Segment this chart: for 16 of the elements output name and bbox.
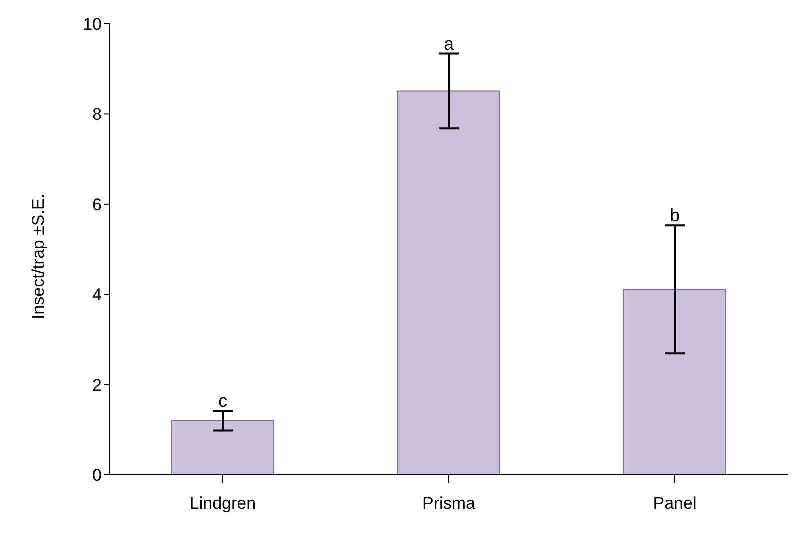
y-tick-label: 4 <box>92 286 102 305</box>
bar <box>624 289 726 475</box>
x-tick-label: Prisma <box>422 494 476 514</box>
bar <box>398 90 500 475</box>
annotation: b <box>670 206 680 226</box>
bar <box>172 420 274 475</box>
y-axis-title: Insect/trap ±S.E. <box>29 194 48 320</box>
y-tick-label: 2 <box>92 376 102 395</box>
x-tick-label: Panel <box>653 494 697 514</box>
annotation: c <box>218 390 228 411</box>
annotation: a <box>444 34 455 54</box>
y-tick-label: 0 <box>92 466 102 486</box>
y-tick-label: 10 <box>83 15 102 34</box>
x-tick-label: Lindgren <box>190 494 256 514</box>
y-tick-label: 6 <box>92 195 102 214</box>
y-tick-label: 8 <box>92 105 102 124</box>
